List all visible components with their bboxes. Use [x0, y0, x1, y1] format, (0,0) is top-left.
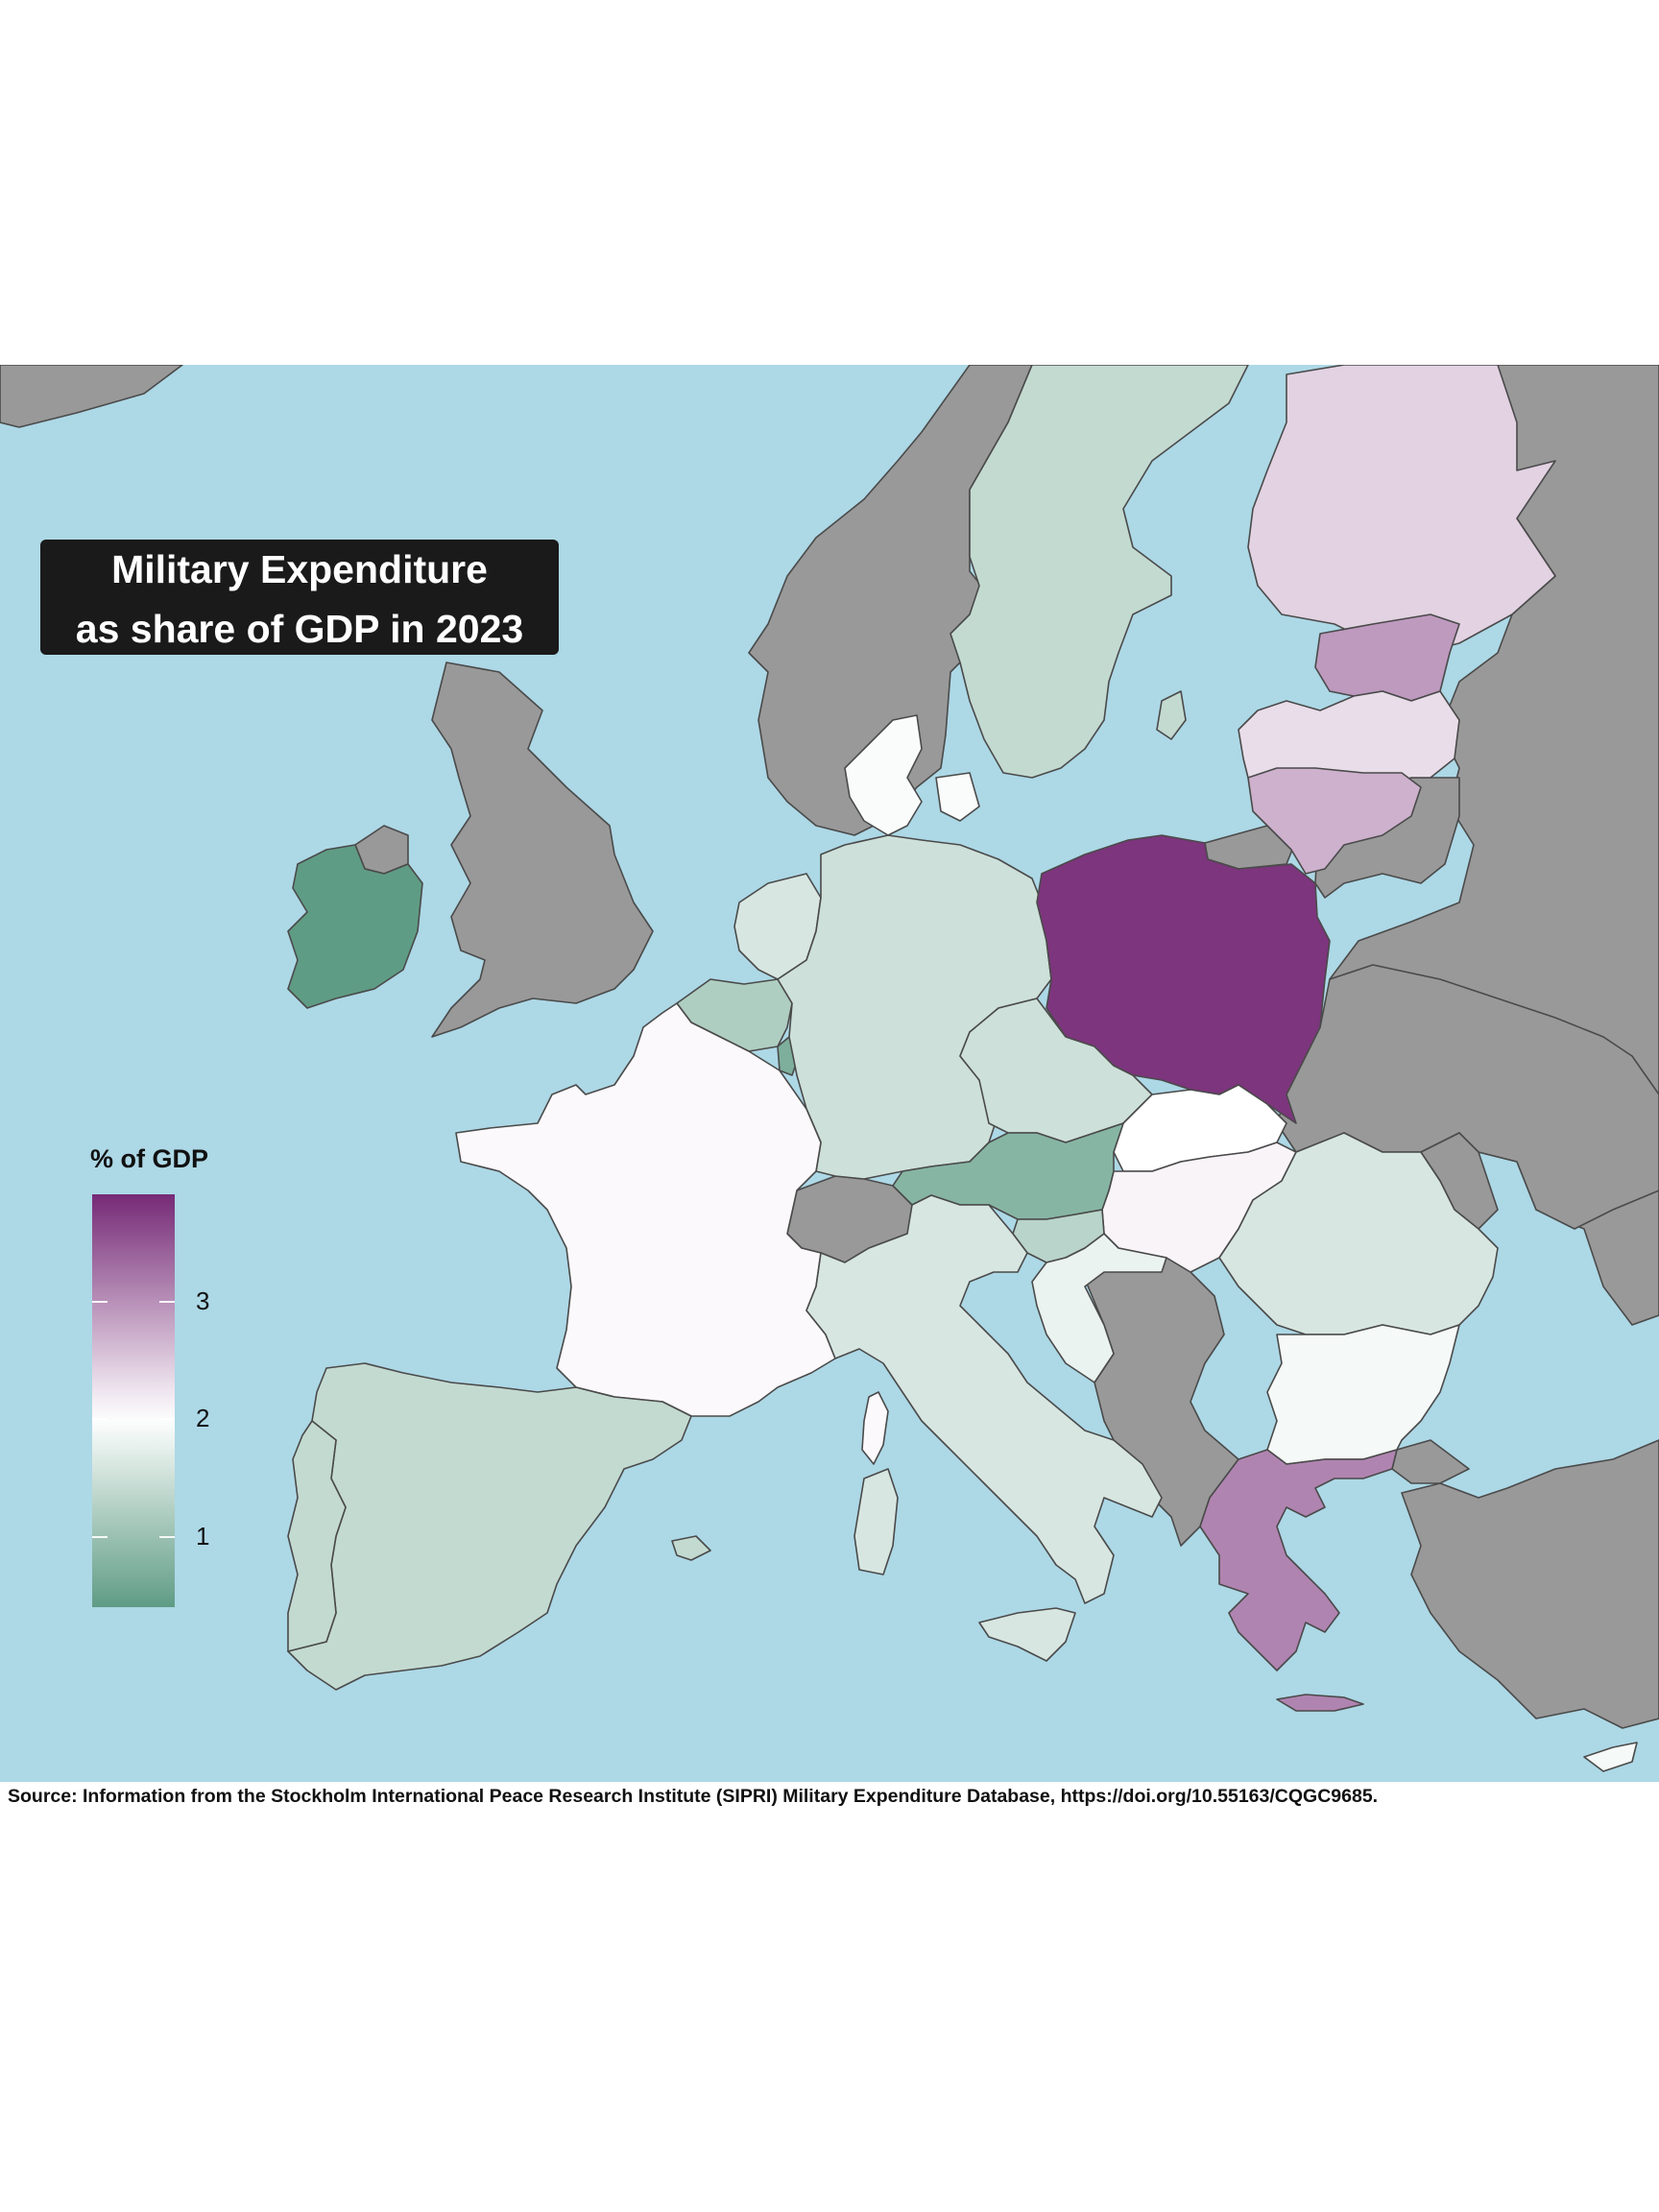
legend-label-2: 2 — [196, 1404, 210, 1433]
italy-region — [805, 1194, 1163, 1604]
romania-region — [1218, 1132, 1499, 1335]
legend-tick-2 — [159, 1418, 175, 1421]
legend-color-bar — [92, 1194, 175, 1607]
crete-region — [1276, 1694, 1364, 1712]
denmark-region — [844, 714, 980, 836]
sardinia-region — [854, 1468, 899, 1575]
ireland-region — [287, 844, 423, 1009]
iceland-region — [0, 365, 183, 428]
legend-tick-3 — [159, 1300, 175, 1303]
title-line-2: as share of GDP in 2023 — [75, 607, 524, 651]
croatia-region — [1031, 1233, 1167, 1383]
united-kingdom-region — [431, 661, 654, 1038]
legend-title: % of GDP — [90, 1144, 209, 1173]
map-figure: Military Expenditure as share of GDP in … — [0, 365, 1659, 1782]
turkey-region — [1401, 1439, 1659, 1729]
sicily-region — [978, 1607, 1076, 1662]
lithuania-region — [1247, 767, 1422, 875]
portugal-region — [287, 1420, 347, 1652]
legend-tick-2 — [92, 1418, 108, 1421]
norway-region — [748, 365, 1033, 836]
legend: % of GDP 3 2 1 — [90, 1144, 282, 1607]
map-title: Military Expenditure as share of GDP in … — [40, 540, 559, 655]
corsica-region — [861, 1391, 889, 1465]
legend-tick-1 — [92, 1536, 108, 1539]
legend-tick-1 — [159, 1536, 175, 1539]
sweden-region — [950, 365, 1249, 779]
legend-label-1: 1 — [196, 1522, 210, 1551]
gotland-island — [1156, 690, 1187, 740]
balearic-islands — [671, 1535, 711, 1561]
title-line-1: Military Expenditure — [111, 547, 488, 591]
legend-tick-3 — [92, 1300, 108, 1303]
source-note: Source: Information from the Stockholm I… — [8, 1786, 1379, 1807]
bulgaria-region — [1266, 1324, 1460, 1465]
greece-region — [1199, 1449, 1398, 1671]
finland-region — [1247, 365, 1556, 654]
europe-map — [0, 365, 1659, 1782]
cyprus-region — [1583, 1742, 1638, 1772]
legend-label-3: 3 — [196, 1286, 210, 1315]
